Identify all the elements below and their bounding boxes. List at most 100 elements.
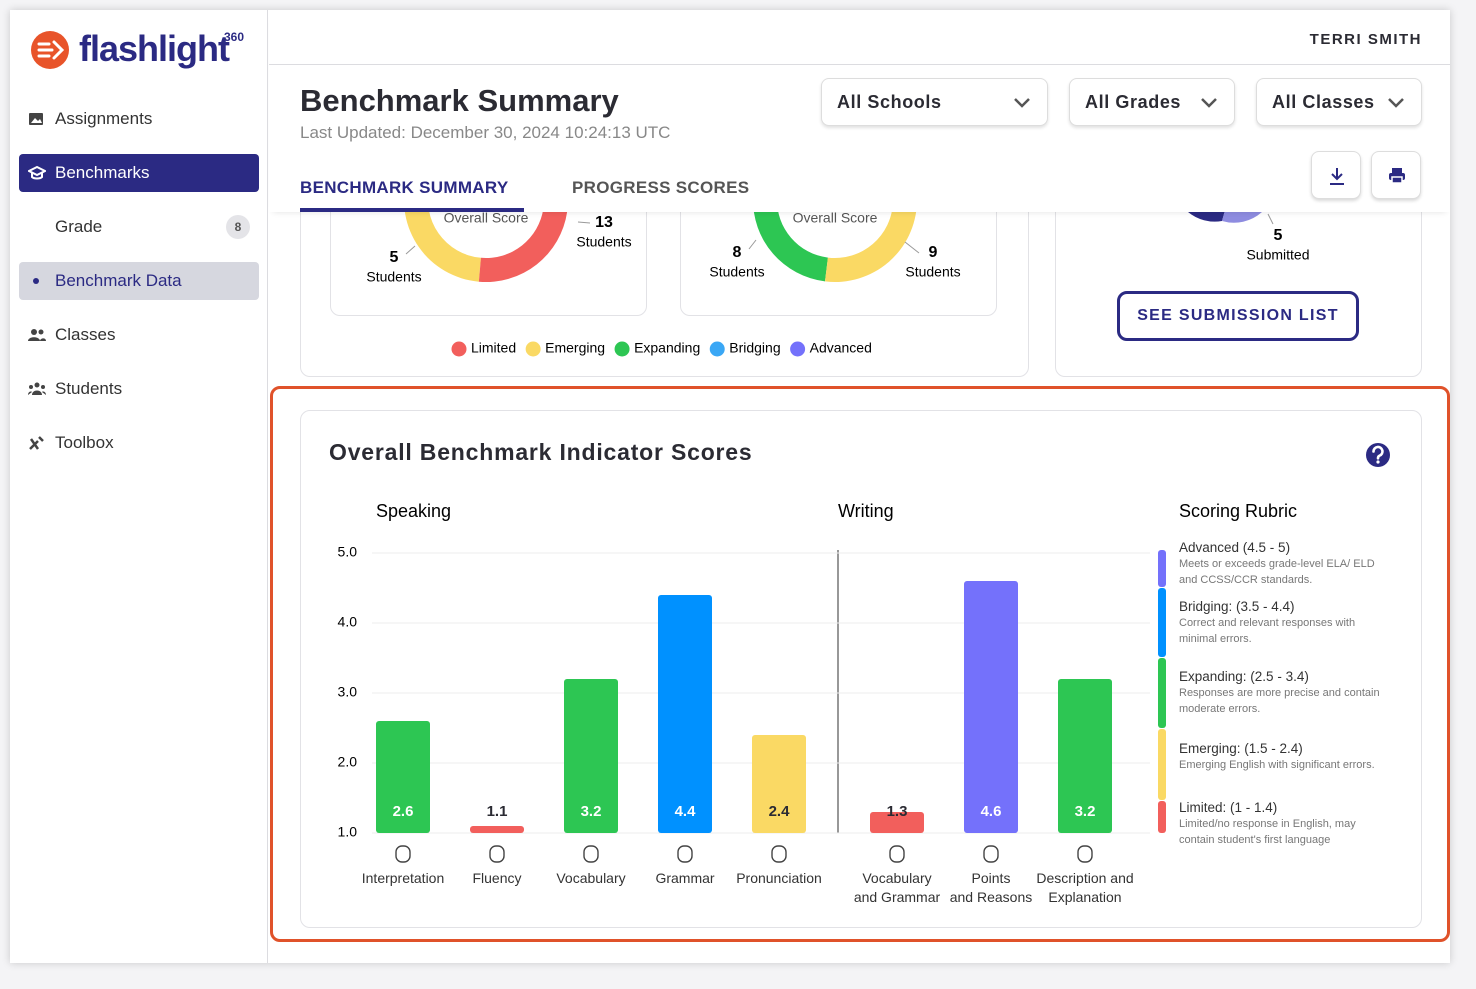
- category-icon: [489, 845, 505, 863]
- donut-unit: Students: [709, 264, 764, 280]
- nav-label: Toolbox: [55, 433, 114, 452]
- donut-unit: Students: [905, 264, 960, 280]
- filter-dropdown[interactable]: All Classes: [1256, 78, 1422, 126]
- filter-label: All Schools: [837, 91, 942, 112]
- filter-label: All Grades: [1085, 91, 1182, 112]
- category-icon: [395, 845, 411, 863]
- tab[interactable]: PROGRESS SCORES: [572, 178, 750, 197]
- bar: [752, 735, 806, 833]
- nav-dot: [33, 278, 39, 284]
- category-icon: [889, 845, 905, 863]
- logo-icon: [31, 31, 69, 69]
- value-label: 1.1: [487, 803, 508, 820]
- value-label: 2.6: [393, 803, 414, 820]
- nav-label: Students: [55, 379, 123, 398]
- filter-label: All Classes: [1272, 91, 1375, 112]
- last-updated: Last Updated: December 30, 2024 10:24:13…: [300, 123, 671, 142]
- y-tick-label: 3.0: [338, 684, 358, 700]
- nav-item[interactable]: Classes: [19, 316, 259, 354]
- donut-count: 9: [929, 244, 938, 261]
- chevron: [1388, 98, 1404, 108]
- bar: [564, 679, 618, 833]
- nav-item[interactable]: Assignments: [19, 100, 259, 138]
- tab-active[interactable]: BENCHMARK SUMMARY: [300, 178, 509, 197]
- submission-button[interactable]: SEE SUBMISSION LIST: [1117, 291, 1359, 341]
- nav-item[interactable]: Benchmark Data: [19, 262, 259, 300]
- bar: [470, 826, 524, 833]
- value-label: 3.2: [581, 803, 602, 820]
- nav-item[interactable]: Benchmarks: [19, 154, 259, 192]
- legend-label: Advanced: [810, 340, 872, 356]
- value-label: 4.6: [981, 803, 1002, 820]
- group-label: Writing: [838, 501, 894, 521]
- y-tick-label: 1.0: [338, 824, 358, 840]
- category-icon: [583, 845, 599, 863]
- filter-dropdown[interactable]: All Schools: [821, 78, 1048, 126]
- legend-swatch: [709, 341, 725, 357]
- divider: [269, 64, 1450, 65]
- page-title: Benchmark Summary: [300, 83, 619, 118]
- legend-swatch: [451, 341, 467, 357]
- leader-line: [904, 241, 920, 254]
- bar: [376, 721, 430, 833]
- sidebar: flashlight 360 Assignments Benchmarks Gr…: [10, 10, 268, 963]
- legend-label: Limited: [471, 340, 516, 356]
- bar: [870, 812, 924, 833]
- nav-item[interactable]: Toolbox: [19, 424, 259, 462]
- donut-count: 8: [733, 244, 742, 261]
- nav-item[interactable]: Students: [19, 370, 259, 408]
- legend-label: Emerging: [545, 340, 605, 356]
- download-icon: [1330, 168, 1344, 185]
- nav-icon: [28, 329, 46, 341]
- chart: Overall Benchmark Indicator Scores Speak…: [329, 439, 1390, 863]
- chevron: [1014, 98, 1030, 108]
- brand-name: flashlight: [79, 28, 230, 69]
- nav-icon: [29, 436, 44, 450]
- legend-label: Expanding: [634, 340, 700, 356]
- legend-swatch: [614, 341, 630, 357]
- header: TERRI SMITH Benchmark Summary Last Updat…: [269, 10, 1450, 212]
- legend-swatch: [790, 341, 806, 357]
- rubric-title: Scoring Rubric: [1179, 501, 1297, 521]
- nav-badge: 8: [226, 215, 250, 239]
- nav-icon: [28, 165, 46, 180]
- download-button[interactable]: [1311, 151, 1361, 199]
- nav-label: Assignments: [55, 109, 153, 128]
- highlight-frame: [270, 386, 1450, 942]
- chevron: [1201, 98, 1217, 108]
- donut-count: 13: [595, 214, 613, 231]
- chart-card: [300, 410, 1422, 928]
- print-icon: [1389, 168, 1405, 184]
- nav-item[interactable]: Grade 8: [19, 208, 259, 246]
- category-icon: [983, 845, 999, 863]
- value-label: 4.4: [675, 803, 697, 820]
- category-icon: [677, 845, 693, 863]
- help-icon[interactable]: [1366, 443, 1390, 467]
- app-window: flashlight 360 Assignments Benchmarks Gr…: [10, 10, 1450, 963]
- leader-line: [405, 245, 416, 255]
- print-button[interactable]: [1371, 151, 1421, 199]
- bar: [964, 581, 1018, 833]
- filter-dropdown[interactable]: All Grades: [1069, 78, 1235, 126]
- donut-unit: Students: [576, 234, 631, 250]
- donut-count: 5: [390, 249, 399, 266]
- submitted-label: Submitted: [1246, 247, 1309, 263]
- donut-label: Overall Score: [793, 210, 878, 226]
- tab-underline: [300, 208, 524, 212]
- brand-sup: 360: [224, 30, 245, 44]
- value-label: 1.3: [887, 803, 908, 820]
- chart-title: Overall Benchmark Indicator Scores: [329, 439, 752, 465]
- value-label: 3.2: [1075, 803, 1096, 820]
- donut-label: Overall Score: [444, 210, 529, 226]
- nav-label: Benchmark Data: [55, 271, 182, 290]
- nav-label: Classes: [55, 325, 116, 344]
- bar: [1058, 679, 1112, 833]
- leader-line: [577, 221, 591, 224]
- value-label: 2.4: [769, 803, 791, 820]
- donut-unit: Students: [366, 269, 421, 285]
- nav-label: Benchmarks: [55, 163, 150, 182]
- user-name[interactable]: TERRI SMITH: [1309, 31, 1422, 48]
- nav-label: Grade: [55, 217, 103, 236]
- group-label: Speaking: [376, 501, 451, 521]
